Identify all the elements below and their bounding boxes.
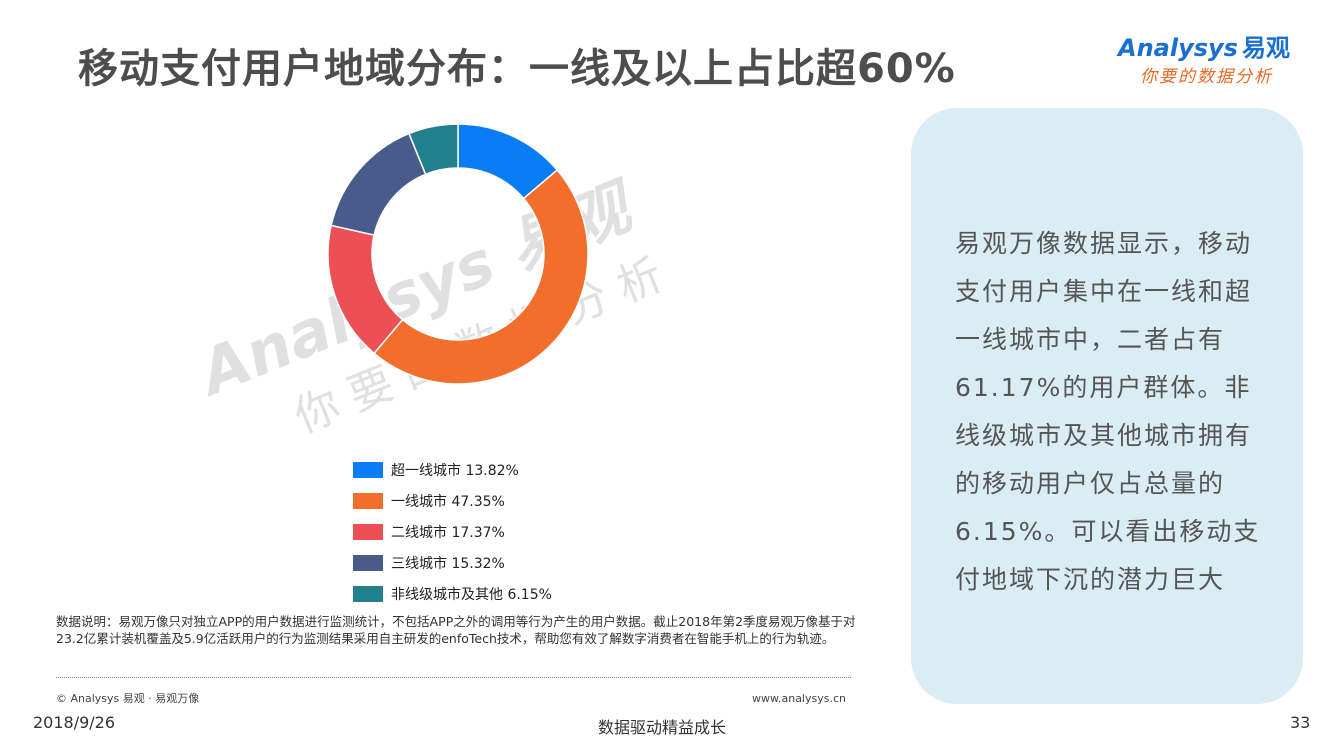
legend-label: 非线级城市及其他 6.15% xyxy=(391,586,552,603)
donut-slice-3 xyxy=(330,132,427,236)
legend-item: 三线城市 15.32% xyxy=(353,547,673,578)
legend-swatch xyxy=(353,523,383,540)
data-note: 数据说明：易观万像只对独立APP的用户数据进行监测统计，不包括APP之外的调用等… xyxy=(56,614,856,646)
donut-chart xyxy=(300,112,620,402)
summary-panel: 易观万像数据显示，移动支付用户集中在一线和超一线城市中，二者占有61.17%的用… xyxy=(911,108,1303,704)
legend-swatch xyxy=(353,492,383,509)
page-number: 33 xyxy=(1290,713,1311,732)
divider xyxy=(56,677,851,678)
legend-item: 一线城市 47.35% xyxy=(353,485,673,516)
donut-slice-1 xyxy=(373,168,589,385)
footer-slogan: 数据驱动精益成长 xyxy=(598,718,727,737)
chart-legend: 超一线城市 13.82% 一线城市 47.35% 二线城市 17.37% 三线城市 1… xyxy=(353,454,673,609)
legend-item: 非线级城市及其他 6.15% xyxy=(353,578,673,609)
summary-text: 易观万像数据显示，移动支付用户集中在一线和超一线城市中，二者占有61.17%的用… xyxy=(955,229,1261,594)
legend-label: 三线城市 15.32% xyxy=(391,555,505,572)
legend-label: 超一线城市 13.82% xyxy=(391,462,519,479)
legend-label: 二线城市 17.37% xyxy=(391,524,505,541)
legend-swatch xyxy=(353,585,383,602)
legend-item: 二线城市 17.37% xyxy=(353,516,673,547)
copyright: © Analysys 易观 · 易观万像 xyxy=(56,692,200,705)
legend-swatch xyxy=(353,554,383,571)
page-title: 移动支付用户地域分布：一线及以上占比超60% xyxy=(78,46,956,92)
donut-slice-4 xyxy=(408,123,459,176)
logo-brand-en: Analysys xyxy=(1118,34,1238,62)
website-link[interactable]: www.analysys.cn xyxy=(752,692,846,705)
legend-item: 超一线城市 13.82% xyxy=(353,454,673,485)
legend-label: 一线城市 47.35% xyxy=(391,493,505,510)
logo-brand-cn: 易观 xyxy=(1241,34,1290,62)
logo-brand: Analysys 易观 xyxy=(1118,28,1290,63)
footer-date: 2018/9/26 xyxy=(33,713,116,732)
donut-chart-svg xyxy=(327,123,589,385)
legend-swatch xyxy=(353,461,383,478)
logo-slogan: 你要的数据分析 xyxy=(1140,67,1273,87)
analysys-logo: Analysys 易观 你要的数据分析 xyxy=(1118,28,1308,90)
